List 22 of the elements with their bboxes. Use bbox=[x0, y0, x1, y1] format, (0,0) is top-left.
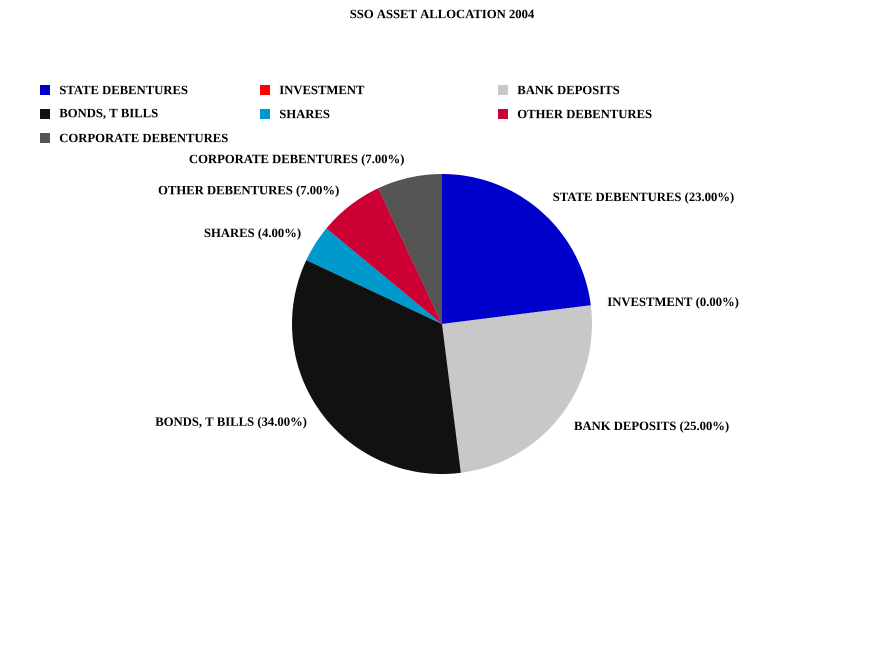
data-label: (25.00%) bbox=[680, 421, 729, 433]
data-label: (23.00%) bbox=[685, 192, 734, 204]
slice-label: SHARES bbox=[204, 228, 254, 238]
slice-label: STATE DEBENTURES bbox=[553, 192, 681, 202]
data-label: (7.00%) bbox=[362, 154, 404, 166]
legend-label: BANK DEPOSITS bbox=[517, 86, 620, 94]
legend-label: INVESTMENT bbox=[280, 86, 364, 94]
slice-label: BANK DEPOSITS bbox=[574, 422, 676, 430]
legend-label: CORPORATE DEBENTURES bbox=[60, 134, 228, 142]
data-label: (4.00%) bbox=[258, 228, 301, 240]
category-label: INVESTMENT bbox=[608, 298, 692, 306]
legend-label: STATE DEBENTURES bbox=[60, 86, 188, 94]
slice-label: CORPORATE DEBENTURES bbox=[190, 154, 358, 164]
slice-label: OTHER DEBENTURES bbox=[158, 186, 292, 194]
slice-label: BONDS, T BILLS bbox=[155, 417, 254, 428]
text: (0.00%) bbox=[696, 297, 738, 309]
legend-label: OTHER DEBENTURES bbox=[518, 110, 652, 118]
data-label: (34.00%) bbox=[258, 417, 306, 428]
legend-label: SHARES bbox=[280, 110, 330, 118]
legend-label: BONDS, T BILLS bbox=[59, 108, 158, 120]
chart-title: SSO ASSET ALLOCATION 2004 bbox=[350, 10, 534, 18]
data-label: (7.00%) bbox=[296, 186, 339, 197]
